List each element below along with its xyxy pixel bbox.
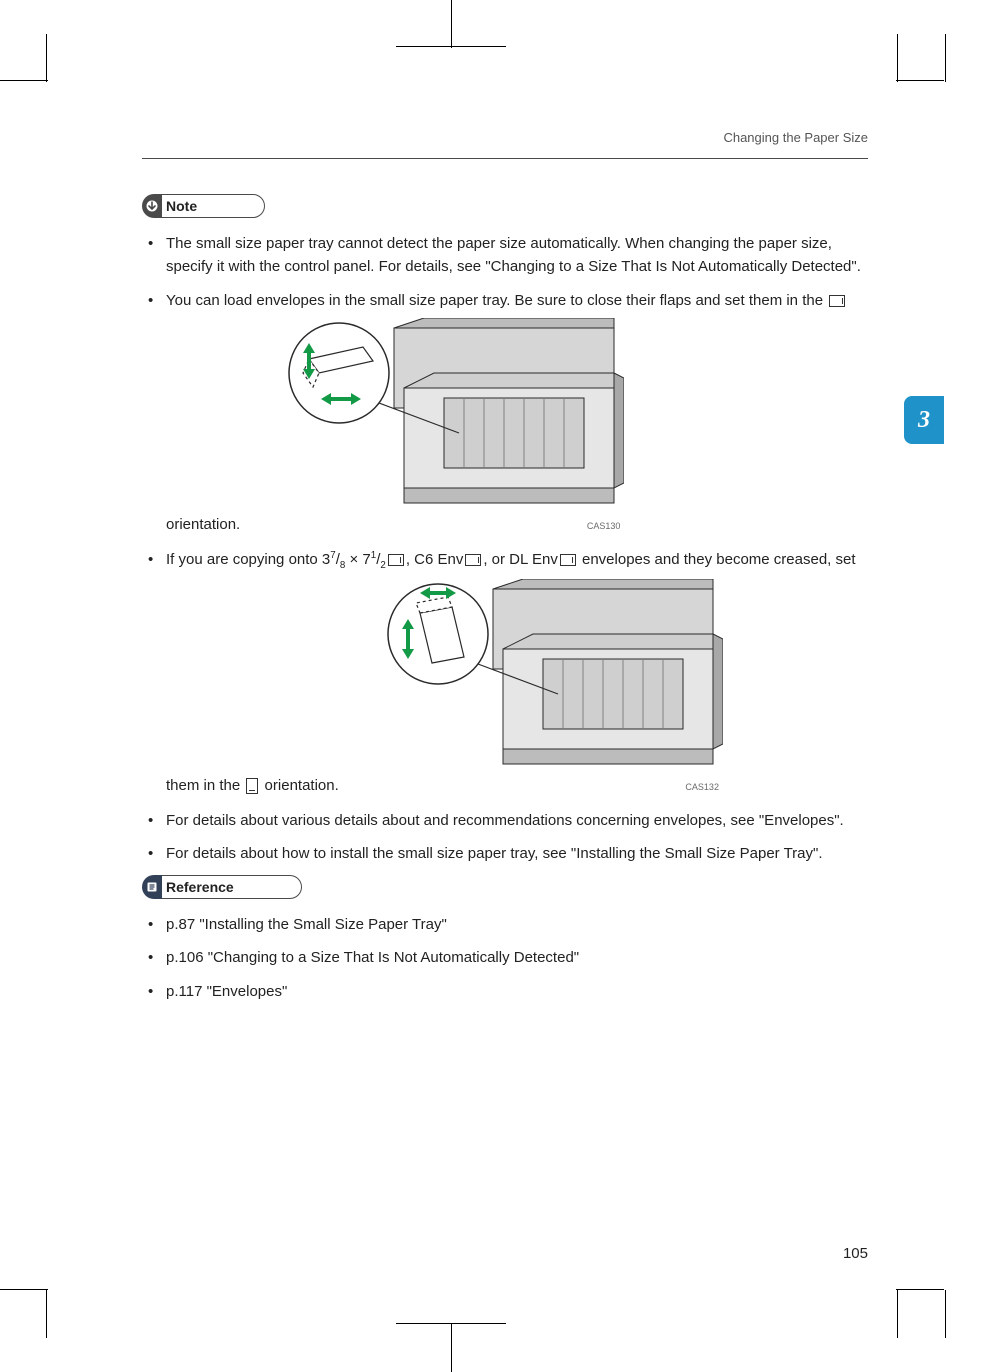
reference-item: p.106 "Changing to a Size That Is Not Au… <box>166 946 868 969</box>
crop-mark <box>945 1290 946 1338</box>
crop-mark <box>897 1290 898 1338</box>
text: , C6 Env <box>406 551 464 568</box>
crop-mark <box>897 34 898 82</box>
note-item: For details about how to install the sma… <box>166 842 868 865</box>
header-rule <box>142 158 868 159</box>
landscape-orientation-icon <box>829 295 845 307</box>
content-area: Note The small size paper tray cannot de… <box>142 194 868 1230</box>
crop-mark <box>451 0 452 48</box>
crop-mark <box>451 1324 452 1372</box>
crop-mark <box>46 1290 47 1338</box>
note-label: Note <box>162 194 205 218</box>
figure-code: CAS132 <box>383 781 723 795</box>
figure-envelope-landscape: CAS130 <box>284 318 624 534</box>
page-number: 105 <box>843 1245 868 1262</box>
portrait-orientation-icon <box>246 778 258 794</box>
note-item: The small size paper tray cannot detect … <box>166 232 868 279</box>
down-arrow-icon <box>142 194 162 218</box>
note-item: For details about various details about … <box>166 809 868 832</box>
text: You can load envelopes in the small size… <box>166 292 827 309</box>
note-list: The small size paper tray cannot detect … <box>142 232 868 865</box>
text: 2 <box>380 560 385 571</box>
text: If you are copying onto 3 <box>166 551 330 568</box>
page-frame: Changing the Paper Size 3 Note The small… <box>46 80 944 1290</box>
note-item: If you are copying onto 37/8 × 71/2, C6 … <box>166 548 868 799</box>
landscape-orientation-icon <box>465 554 481 566</box>
landscape-orientation-icon <box>560 554 576 566</box>
reference-icon <box>142 875 162 899</box>
reference-callout: Reference <box>142 875 868 899</box>
running-head: Changing the Paper Size <box>723 130 868 145</box>
text: orientation. <box>260 777 338 794</box>
crop-mark <box>46 34 47 82</box>
reference-item: p.117 "Envelopes" <box>166 980 868 1003</box>
crop-mark <box>945 34 946 82</box>
figure-envelope-portrait: CAS132 <box>383 579 723 795</box>
landscape-orientation-icon <box>388 554 404 566</box>
callout-tail <box>205 194 265 218</box>
figure-code: CAS130 <box>284 520 624 534</box>
text: , or DL Env <box>483 551 557 568</box>
chapter-tab: 3 <box>904 396 944 444</box>
reference-label: Reference <box>162 875 242 899</box>
reference-item: p.87 "Installing the Small Size Paper Tr… <box>166 913 868 936</box>
reference-list: p.87 "Installing the Small Size Paper Tr… <box>142 913 868 1003</box>
crop-mark <box>0 1289 48 1290</box>
crop-mark <box>0 80 48 81</box>
text: × 7 <box>345 551 370 568</box>
note-item: You can load envelopes in the small size… <box>166 289 868 538</box>
text: orientation. <box>166 516 240 533</box>
note-callout: Note <box>142 194 868 218</box>
callout-tail <box>242 875 302 899</box>
